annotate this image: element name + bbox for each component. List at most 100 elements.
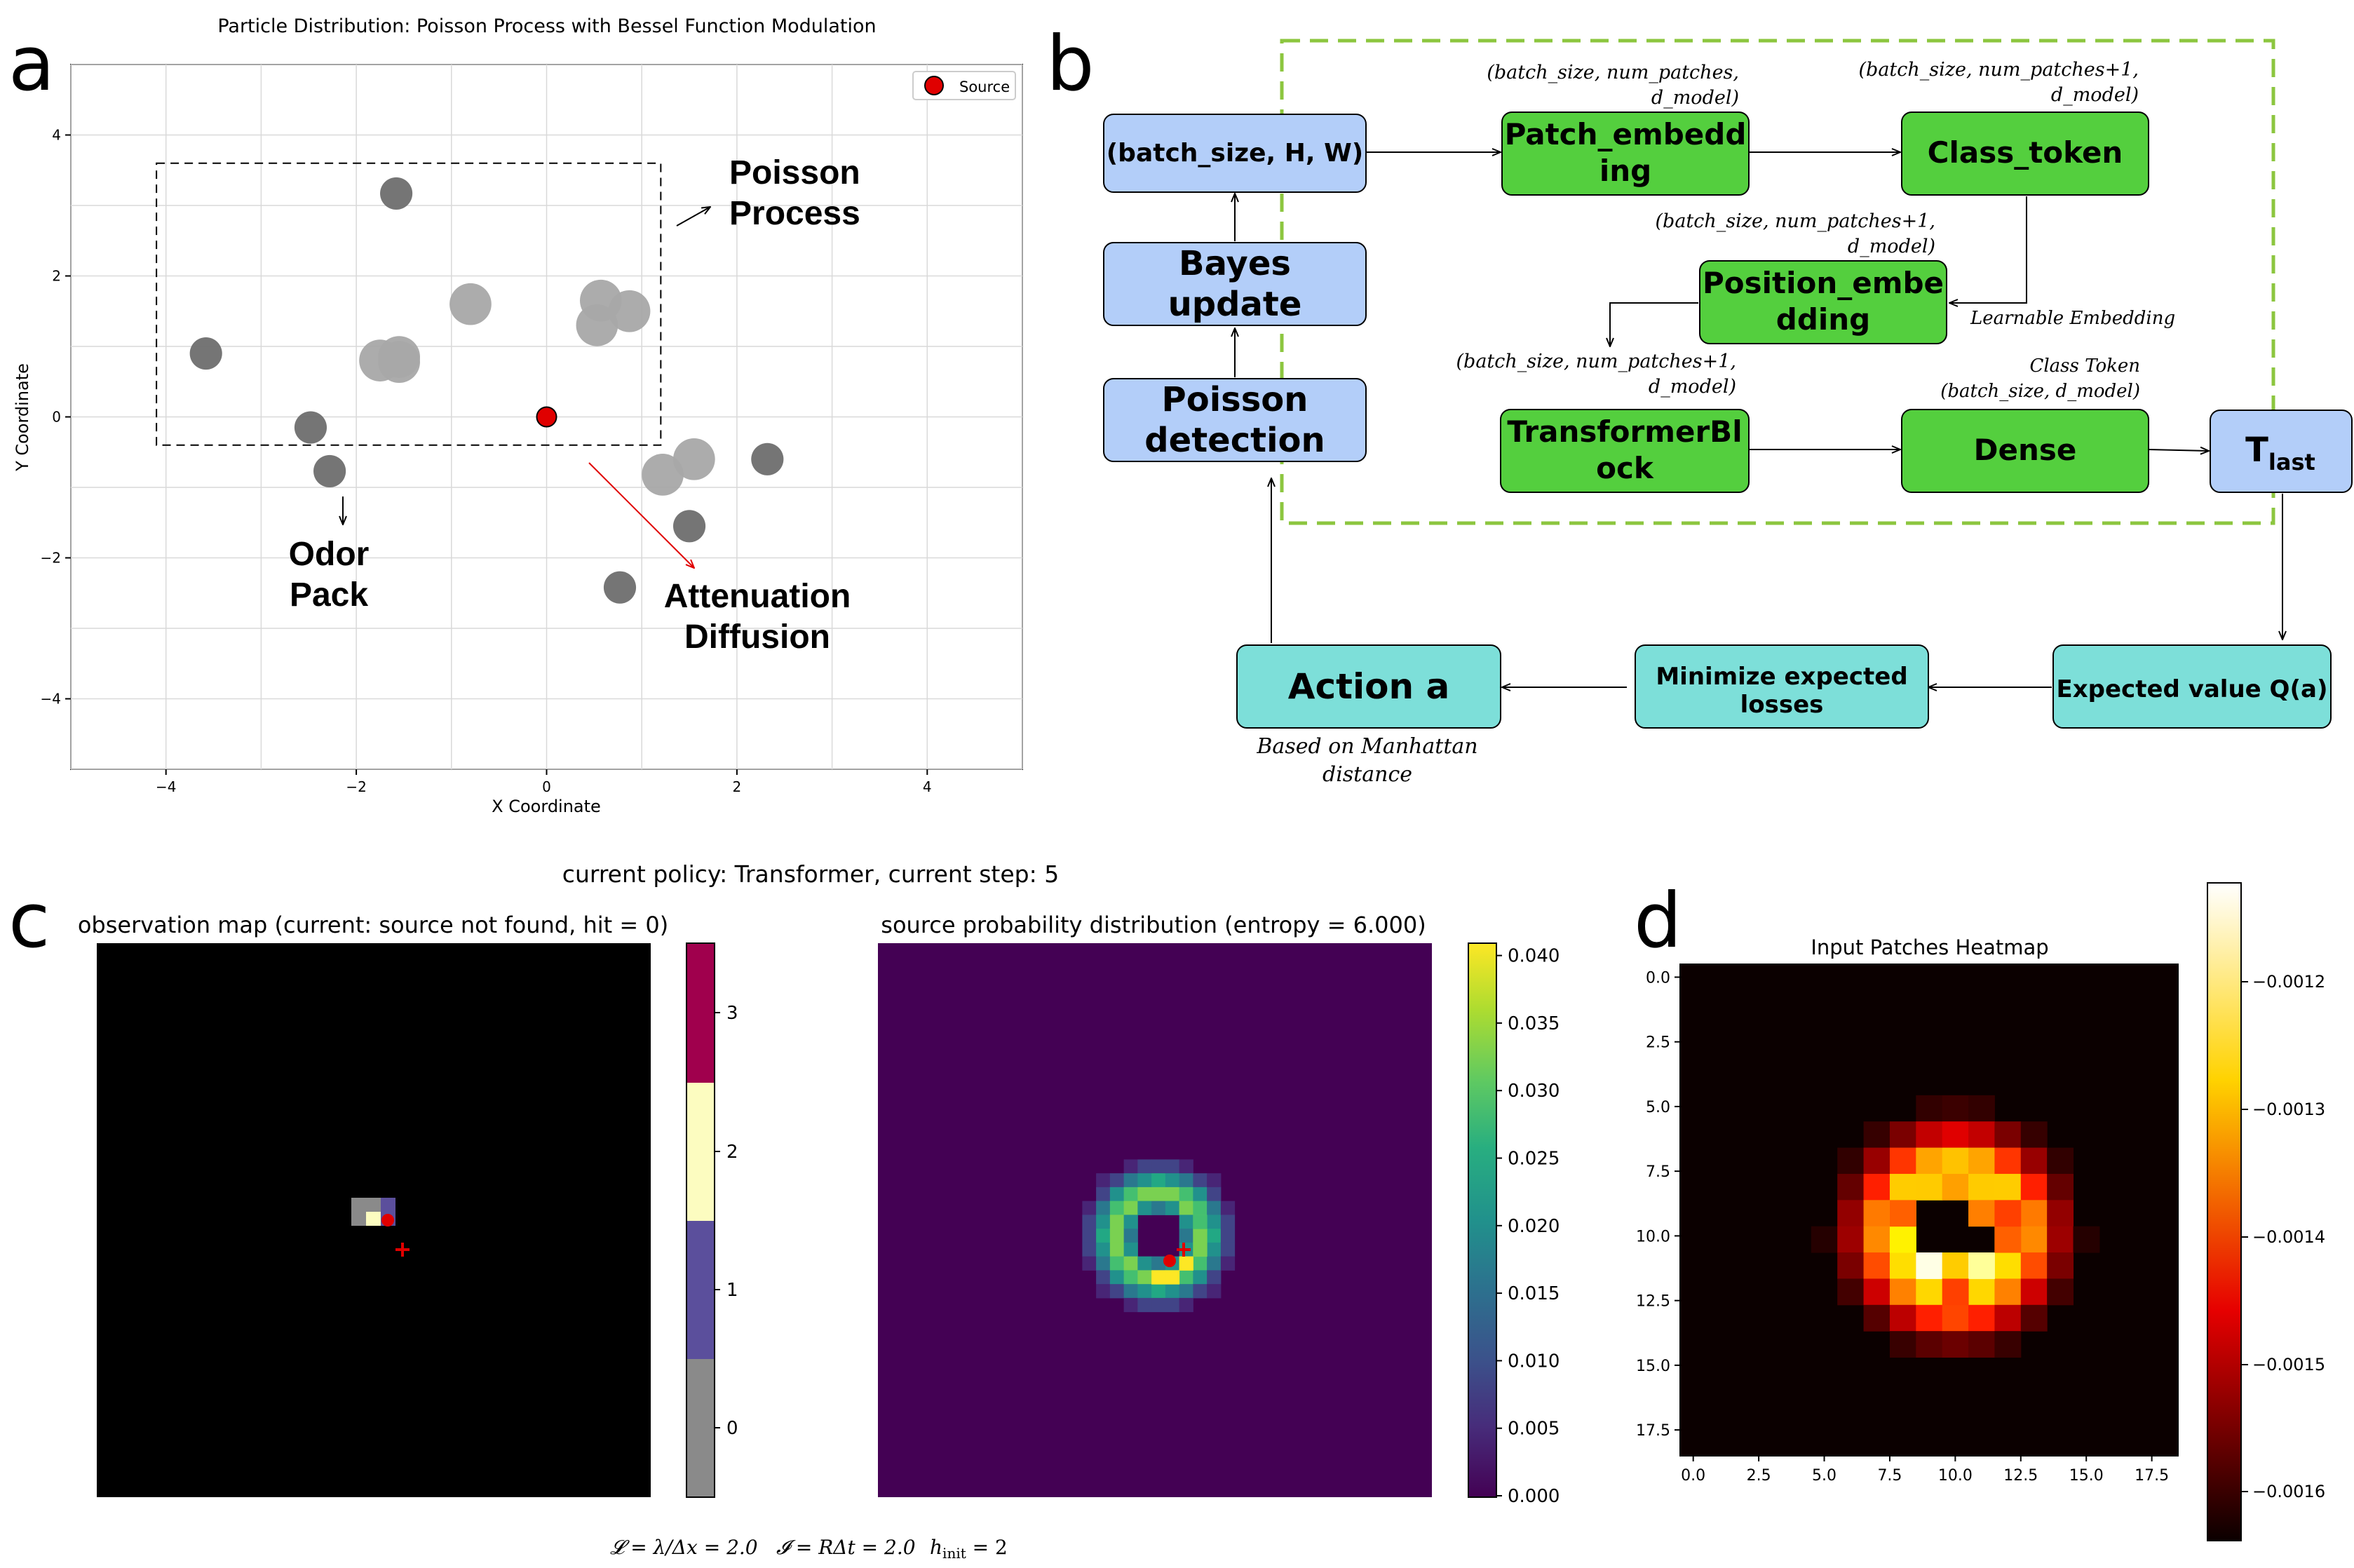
particle-point xyxy=(313,454,346,487)
chart-a-title: Particle Distribution: Poisson Process w… xyxy=(217,15,876,37)
heatmap-ticks: 0.0 2.5 5.0 7.5 10.0 12.5 15.0 17.5 0.0 2.5 5.0 7.5… xyxy=(1636,969,2169,1485)
particle-point xyxy=(603,571,637,604)
poisson-region-box xyxy=(156,162,662,446)
node-tlast-label: Tlast xyxy=(2245,431,2315,475)
chart-a-points xyxy=(189,177,784,604)
prob-cb-tick-label: 0.020 xyxy=(1508,1216,1560,1237)
particle-point xyxy=(189,337,222,370)
node-expected-label: Expected value Q(a) xyxy=(2057,675,2328,703)
panel-d-heatmap: d Input Patches Heatmap 0.0 2.5 5.0 7.5 10.0… xyxy=(1634,877,2325,1541)
node-position-line1: Position_embe xyxy=(1703,266,1944,300)
heatmap-y-tick-label: 2.5 xyxy=(1646,1034,1670,1052)
obs-cb-tick-label: 1 xyxy=(726,1280,738,1301)
prob-cb-tick-label: 0.040 xyxy=(1508,946,1560,967)
heatmap-x-tick-label: 2.5 xyxy=(1747,1467,1771,1485)
trans-shape-line2: d_model) xyxy=(1649,376,1736,398)
panel-c-maps: c current policy: Transformer, current s… xyxy=(8,860,1560,1562)
x-tick-label: 4 xyxy=(923,778,932,795)
particle-point xyxy=(378,341,421,383)
trans-shape-line1: (batch_size, num_patches+1, xyxy=(1456,351,1736,372)
node-minimize-line2: losses xyxy=(1740,691,1824,719)
panel-letter-c: c xyxy=(8,877,50,965)
node-dense-label: Dense xyxy=(1974,433,2077,467)
annotation-poisson-line2: Process xyxy=(729,195,860,232)
prob-map-cells xyxy=(1082,1159,1236,1313)
obs-source-plus-icon xyxy=(395,1243,410,1257)
heatmap-y-tick-label: 15.0 xyxy=(1636,1358,1670,1375)
pos-shape-line2: d_model) xyxy=(1848,236,1935,257)
prob-cb-tick-label: 0.030 xyxy=(1508,1081,1560,1102)
y-tick-label: −2 xyxy=(41,550,61,567)
param-L: 𝓛 = λ/Δx = 2.0 xyxy=(610,1536,758,1559)
prob-cb-tick-label: 0.000 xyxy=(1508,1486,1560,1507)
node-patch-box xyxy=(1501,111,1750,196)
heatmap-title: Input Patches Heatmap xyxy=(1811,935,2048,959)
annotation-odor-line1: Odor xyxy=(289,536,370,573)
obs-map-title: observation map (current: source not fou… xyxy=(78,912,668,938)
heatmap-cb-tick-label: −0.0015 xyxy=(2252,1355,2325,1374)
node-poisson-box xyxy=(1103,378,1367,462)
node-bayes-line1: Bayes xyxy=(1179,244,1291,283)
node-position-line2: dding xyxy=(1776,302,1871,337)
patch-shape-line1: (batch_size, num_patches, xyxy=(1487,62,1739,83)
prob-agent-marker xyxy=(1163,1255,1176,1267)
node-minimize-line1: Minimize expected xyxy=(1656,663,1907,691)
heatmap-colorbar xyxy=(2207,882,2242,1541)
particle-point xyxy=(751,442,784,475)
obs-agent-marker xyxy=(381,1214,394,1226)
heatmap-background xyxy=(1680,964,2178,1456)
prob-colorbar xyxy=(1468,942,1497,1498)
annotation-odor-line2: Pack xyxy=(290,576,368,614)
particle-point xyxy=(380,177,413,210)
prob-cb-tick-label: 0.005 xyxy=(1508,1419,1560,1440)
y-tick-label: 4 xyxy=(52,127,61,144)
node-bayes-box xyxy=(1103,242,1367,326)
node-dense-box xyxy=(1901,409,2149,493)
class-shape-line2: d_model) xyxy=(2051,84,2139,106)
heatmap-x-tick-label: 17.5 xyxy=(2135,1467,2169,1485)
node-patch-line1: Patch_embedd xyxy=(1505,117,1747,151)
heatmap-cb-tick-label: −0.0014 xyxy=(2252,1227,2325,1247)
heatmap-cb-tick-label: −0.0012 xyxy=(2252,972,2325,992)
particle-point xyxy=(672,438,715,480)
particle-point xyxy=(576,304,618,346)
node-transformer-line2: ock xyxy=(1596,451,1654,485)
chart-a-ylabel: Y Coordinate xyxy=(13,363,32,472)
legend-source-label: Source xyxy=(959,79,1010,95)
patch-shape-line2: d_model) xyxy=(1651,87,1739,109)
heatmap-x-tick-label: 10.0 xyxy=(1938,1467,1973,1485)
node-poisson-line1: Poisson xyxy=(1162,380,1308,419)
chart-a-xlabel: X Coordinate xyxy=(492,797,601,816)
x-tick-label: 0 xyxy=(542,778,551,795)
legend-source-marker xyxy=(924,76,944,95)
pos-shape-line1: (batch_size, num_patches+1, xyxy=(1656,210,1935,232)
panel-b-diagram: b (batch_size, H, W) Bayes update Poisso… xyxy=(1046,20,2353,787)
heatmap-cb-tick-label: −0.0016 xyxy=(2252,1482,2325,1501)
node-poisson-line2: detection xyxy=(1144,421,1325,460)
node-input-label: (batch_size, H, W) xyxy=(1107,139,1364,168)
prob-colorbar-ticks: 0.000 0.005 0.010 0.015 0.020 0.025 0.030 0.035… xyxy=(1496,946,1560,1507)
learnable-embedding-label: Learnable Embedding xyxy=(1970,308,2175,329)
heatmap-colorbar-ticks: −0.0012 −0.0013 −0.0014 −0.0015 −0.0016 xyxy=(2241,972,2325,1501)
panel-letter-a: a xyxy=(8,20,55,108)
prob-cb-tick-label: 0.010 xyxy=(1508,1351,1560,1372)
x-tick-label: −2 xyxy=(346,778,366,795)
heatmap-y-tick-label: 12.5 xyxy=(1636,1293,1670,1311)
node-input-box xyxy=(1103,114,1367,193)
node-action-label: Action a xyxy=(1288,666,1449,707)
param-I: 𝓘 = RΔt = 2.0 xyxy=(776,1536,916,1559)
chart-c-suptitle: current policy: Transformer, current ste… xyxy=(562,860,1059,888)
prob-cb-tick-label: 0.025 xyxy=(1508,1149,1560,1170)
x-tick-label: −4 xyxy=(156,778,176,795)
particle-point xyxy=(449,283,492,325)
node-patch-line2: ing xyxy=(1599,154,1651,188)
heatmap-x-tick-label: 12.5 xyxy=(2003,1467,2038,1485)
particle-point xyxy=(672,510,706,543)
heatmap-y-tick-label: 7.5 xyxy=(1646,1163,1670,1181)
annotation-attenuation-line2: Diffusion xyxy=(684,619,830,656)
prob-map-title: source probability distribution (entropy… xyxy=(881,912,1426,938)
heatmap-x-tick-label: 7.5 xyxy=(1877,1467,1902,1485)
source-point xyxy=(536,406,557,428)
particle-point xyxy=(294,411,327,444)
node-transformer-line1: TransformerBl xyxy=(1507,414,1742,449)
